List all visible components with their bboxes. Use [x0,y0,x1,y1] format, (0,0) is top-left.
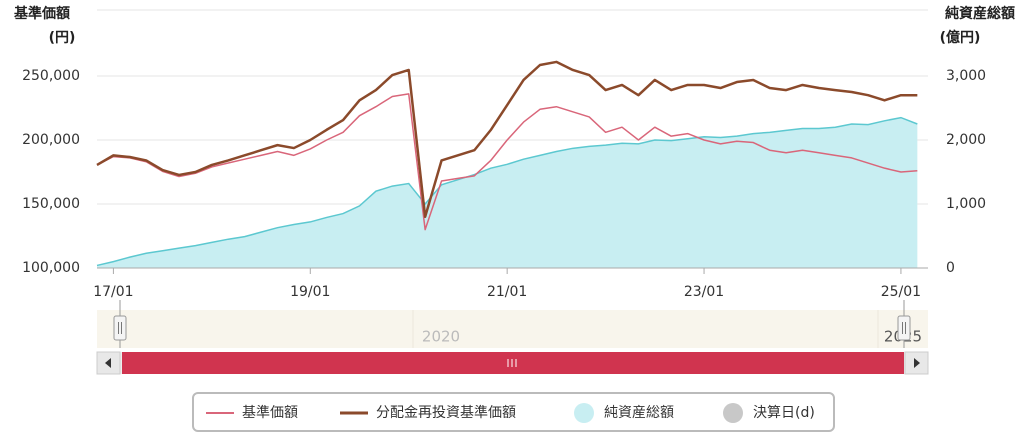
legend-swatch[interactable] [723,403,743,423]
x-tick-label: 21/01 [487,284,527,300]
navigator-handle[interactable] [897,300,911,348]
y-tick-label: 150,000 [22,196,80,212]
y-axis-title: 基準価額 [14,5,70,22]
legend-label[interactable]: 基準価額 [242,404,298,421]
scrollbar-grip [507,359,517,367]
y-tick-label: 100,000 [22,260,80,276]
legend-label[interactable]: 決算日(d) [753,405,815,421]
legend [192,392,835,432]
x-tick-label: 19/01 [290,284,330,300]
y-tick-label: 250,000 [22,68,80,84]
y2-axis-title: 純資産総額 [945,5,1015,22]
y2-tick-label: 3,000 [946,68,986,84]
y2-tick-label: 0 [946,260,955,276]
scroll-left-button[interactable] [96,351,121,375]
y2-tick-label: 2,000 [946,132,986,148]
scrollbar-thumb[interactable] [122,352,904,374]
line [96,60,918,219]
legend-label[interactable]: 純資産総額 [604,405,674,421]
scroll-right-button[interactable] [904,351,929,375]
y2-axis-unit: (億円) [940,29,981,46]
navigator-label: 2020 [422,328,460,346]
y-axis-unit: (円) [49,30,76,46]
line [96,93,918,231]
area-line [96,116,918,267]
legend-swatch[interactable] [574,403,594,423]
area-fill [97,117,918,268]
legend-label[interactable]: 分配金再投資基準価額 [376,404,516,421]
x-tick-label: 23/01 [684,284,724,300]
x-tick-label: 17/01 [93,284,133,300]
y-tick-label: 200,000 [22,132,80,148]
y2-tick-label: 1,000 [946,196,986,212]
navigator-handle[interactable] [113,300,127,348]
x-tick-label: 25/01 [881,284,921,300]
navigator[interactable] [97,310,928,348]
